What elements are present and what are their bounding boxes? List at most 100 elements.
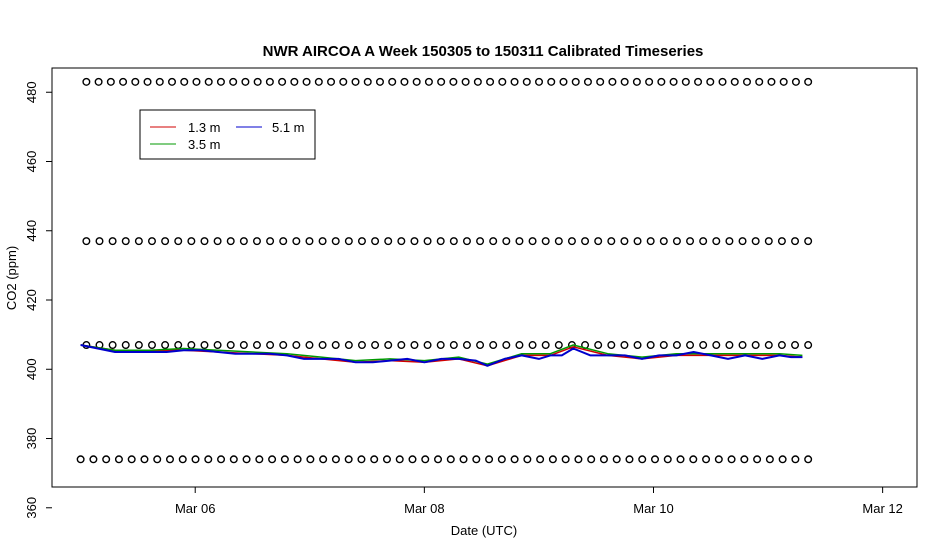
flag-marker xyxy=(147,237,156,246)
flag-marker xyxy=(412,77,421,86)
flag-marker xyxy=(561,455,570,464)
flag-marker xyxy=(663,455,672,464)
flag-marker xyxy=(94,77,103,86)
flag-marker xyxy=(718,77,727,86)
flag-marker xyxy=(725,237,734,246)
flag-marker xyxy=(174,237,183,246)
flag-marker xyxy=(82,237,91,246)
flag-marker xyxy=(375,77,384,86)
flag-marker xyxy=(753,455,762,464)
flag-marker xyxy=(765,455,774,464)
flag-marker xyxy=(486,77,495,86)
flag-marker xyxy=(319,455,328,464)
flag-marker xyxy=(266,341,275,350)
flag-marker xyxy=(620,237,629,246)
flag-marker xyxy=(646,341,655,350)
flag-marker xyxy=(279,237,288,246)
flag-marker xyxy=(279,341,288,350)
flag-marker xyxy=(357,237,366,246)
flag-marker xyxy=(229,77,238,86)
x-tick-label: Mar 10 xyxy=(633,501,673,516)
flag-marker xyxy=(121,341,130,350)
flag-marker xyxy=(314,77,323,86)
flag-marker xyxy=(672,237,681,246)
flag-marker xyxy=(155,77,164,86)
flag-marker xyxy=(489,341,498,350)
flag-marker xyxy=(305,341,314,350)
flag-marker xyxy=(755,77,764,86)
legend: 1.3 m 5.1 m 3.5 m xyxy=(139,109,316,160)
flag-marker xyxy=(370,455,379,464)
flag-marker xyxy=(607,237,616,246)
flag-marker xyxy=(528,237,537,246)
flag-marker xyxy=(424,77,433,86)
flag-marker xyxy=(714,455,723,464)
flag-marker xyxy=(344,237,353,246)
flag-marker xyxy=(255,455,264,464)
flag-marker xyxy=(131,77,140,86)
flag-markers xyxy=(76,77,813,464)
flag-marker xyxy=(423,341,432,350)
flag-marker xyxy=(727,455,736,464)
flag-marker xyxy=(384,341,393,350)
flag-marker xyxy=(751,341,760,350)
flag-marker xyxy=(476,341,485,350)
flag-marker xyxy=(239,237,248,246)
flag-marker xyxy=(436,341,445,350)
flag-marker xyxy=(571,77,580,86)
flag-marker xyxy=(140,455,149,464)
x-axis: Mar 06 Mar 08 Mar 10 Mar 12 xyxy=(175,487,903,516)
flag-marker xyxy=(777,237,786,246)
flag-marker xyxy=(344,455,353,464)
flag-marker xyxy=(397,237,406,246)
y-tick-label: 380 xyxy=(24,428,39,450)
flag-marker xyxy=(213,237,222,246)
flag-marker xyxy=(397,341,406,350)
flag-marker xyxy=(740,455,749,464)
flag-marker xyxy=(165,455,174,464)
flag-marker xyxy=(384,237,393,246)
flag-marker xyxy=(738,237,747,246)
flag-marker xyxy=(473,77,482,86)
flag-marker xyxy=(676,455,685,464)
flag-marker xyxy=(437,77,446,86)
flag-marker xyxy=(528,341,537,350)
flag-marker xyxy=(226,237,235,246)
flag-marker xyxy=(305,237,314,246)
flag-marker xyxy=(147,341,156,350)
flag-marker xyxy=(594,237,603,246)
flag-marker xyxy=(779,77,788,86)
flag-marker xyxy=(200,237,209,246)
y-axis-label: CO2 (ppm) xyxy=(4,246,19,310)
flag-marker xyxy=(239,341,248,350)
flag-marker xyxy=(331,237,340,246)
flag-marker xyxy=(608,77,617,86)
flag-marker xyxy=(547,77,556,86)
flag-marker xyxy=(449,237,458,246)
flag-marker xyxy=(633,341,642,350)
flag-marker xyxy=(331,455,340,464)
flag-marker xyxy=(659,341,668,350)
flag-marker xyxy=(449,77,458,86)
flag-marker xyxy=(293,455,302,464)
flag-marker xyxy=(95,237,104,246)
x-tick-label: Mar 08 xyxy=(404,501,444,516)
flag-marker xyxy=(302,77,311,86)
flag-marker xyxy=(266,237,275,246)
flag-marker xyxy=(229,455,238,464)
flag-marker xyxy=(791,77,800,86)
flag-marker xyxy=(213,341,222,350)
flag-marker xyxy=(689,455,698,464)
x-tick-label: Mar 12 xyxy=(862,501,902,516)
flag-marker xyxy=(421,455,430,464)
flag-marker xyxy=(114,455,123,464)
flag-marker xyxy=(168,77,177,86)
flag-marker xyxy=(791,237,800,246)
flag-marker xyxy=(581,237,590,246)
flag-marker xyxy=(764,237,773,246)
chart-title: NWR AIRCOA A Week 150305 to 150311 Calib… xyxy=(263,43,704,60)
flag-marker xyxy=(485,455,494,464)
flag-marker xyxy=(400,77,409,86)
flag-marker xyxy=(191,455,200,464)
